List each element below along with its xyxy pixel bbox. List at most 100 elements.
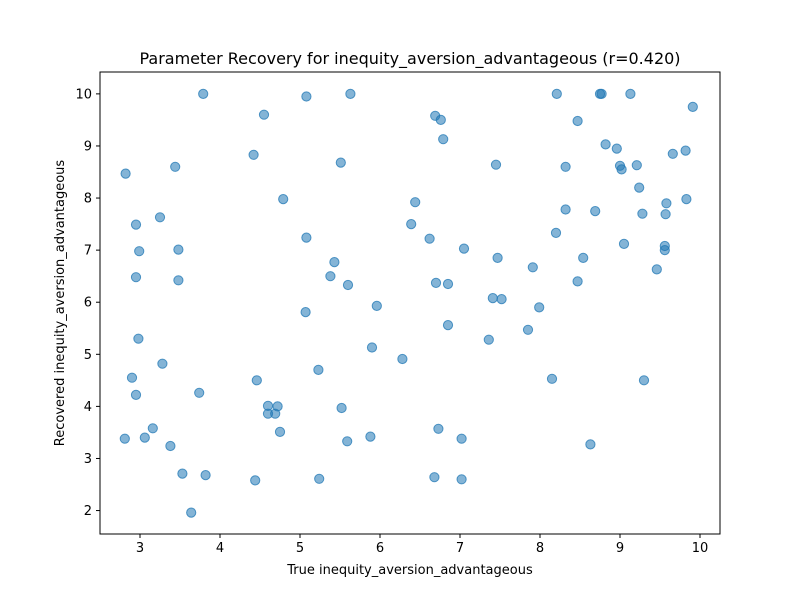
data-point	[120, 168, 131, 179]
x-tick-label: 9	[616, 541, 624, 556]
data-point	[438, 134, 449, 145]
plot-frame	[99, 71, 721, 535]
data-point	[687, 101, 698, 113]
data-point	[325, 271, 336, 282]
data-point	[456, 474, 467, 485]
data-point	[165, 440, 176, 452]
x-tick-label: 3	[136, 541, 144, 556]
data-point	[667, 148, 678, 159]
data-point	[134, 246, 145, 257]
data-point	[492, 252, 503, 263]
data-point	[534, 302, 545, 313]
points-layer	[119, 88, 698, 518]
data-point	[250, 475, 261, 486]
data-point	[336, 402, 347, 414]
data-point	[637, 208, 648, 219]
x-axis-ticks: 3 4 5 6 7 8 9 10	[136, 534, 708, 556]
data-point	[442, 320, 454, 331]
data-point	[661, 198, 672, 209]
data-point	[147, 423, 158, 434]
data-point	[154, 212, 166, 223]
data-point	[631, 160, 642, 171]
data-point	[342, 279, 354, 291]
data-point	[638, 375, 650, 386]
data-point	[270, 408, 281, 419]
y-axis-label: Recovered inequity_aversion_advantageous	[53, 160, 68, 447]
data-point	[251, 375, 262, 386]
data-point	[300, 307, 311, 318]
data-point	[274, 426, 286, 437]
data-point	[430, 277, 442, 288]
data-point	[130, 389, 142, 400]
data-point	[660, 209, 671, 220]
data-point	[200, 470, 211, 481]
data-point	[258, 109, 270, 120]
x-tick-label: 7	[456, 541, 464, 556]
data-point	[335, 157, 346, 168]
data-point	[681, 194, 692, 205]
y-tick-label: 8	[84, 192, 92, 207]
x-tick-label: 8	[536, 541, 544, 556]
data-point	[406, 219, 417, 230]
data-point	[616, 164, 627, 175]
data-point	[139, 432, 150, 443]
data-point	[397, 353, 408, 365]
data-point	[371, 300, 382, 311]
data-point	[433, 423, 444, 434]
data-point	[157, 358, 168, 369]
y-tick-label: 4	[84, 400, 92, 415]
data-point	[551, 88, 562, 100]
data-point	[442, 278, 454, 290]
data-point	[522, 324, 534, 335]
data-point	[483, 334, 494, 345]
data-point	[133, 333, 144, 344]
data-point	[424, 233, 435, 244]
data-point	[278, 194, 289, 205]
data-point	[546, 373, 558, 384]
data-point	[572, 115, 583, 127]
data-point	[659, 245, 670, 256]
x-tick-label: 10	[692, 541, 709, 556]
x-axis-label: True inequity_aversion_advantageous	[286, 563, 533, 578]
y-tick-label: 10	[75, 87, 92, 102]
data-point	[365, 431, 376, 442]
data-point	[596, 88, 607, 100]
data-point	[458, 243, 470, 254]
data-point	[590, 206, 601, 217]
data-point	[410, 197, 421, 208]
y-tick-label: 9	[84, 139, 92, 154]
data-point	[329, 257, 340, 268]
y-tick-label: 5	[84, 348, 92, 363]
data-point	[301, 91, 312, 102]
data-point	[680, 145, 691, 156]
data-point	[366, 342, 378, 353]
data-point	[456, 433, 467, 444]
data-point	[600, 139, 611, 150]
data-point	[651, 264, 662, 275]
data-point	[429, 472, 440, 483]
data-point	[130, 272, 142, 283]
data-point	[560, 161, 571, 172]
data-point	[435, 114, 446, 126]
chart-title: Parameter Recovery for inequity_aversion…	[139, 49, 680, 69]
data-point	[342, 436, 353, 447]
data-point	[560, 204, 571, 215]
data-point	[487, 293, 498, 304]
data-point	[585, 439, 596, 450]
data-point	[173, 275, 184, 286]
data-point	[490, 159, 502, 170]
y-tick-label: 3	[84, 452, 92, 467]
y-tick-label: 2	[84, 504, 92, 519]
data-point	[496, 294, 507, 305]
y-tick-label: 6	[84, 296, 92, 311]
data-point	[572, 276, 583, 287]
data-point	[313, 364, 324, 375]
data-point	[198, 88, 209, 100]
data-point	[345, 88, 356, 100]
data-point	[130, 219, 142, 230]
data-point	[126, 372, 138, 383]
data-point	[186, 507, 197, 518]
data-point	[550, 227, 562, 238]
